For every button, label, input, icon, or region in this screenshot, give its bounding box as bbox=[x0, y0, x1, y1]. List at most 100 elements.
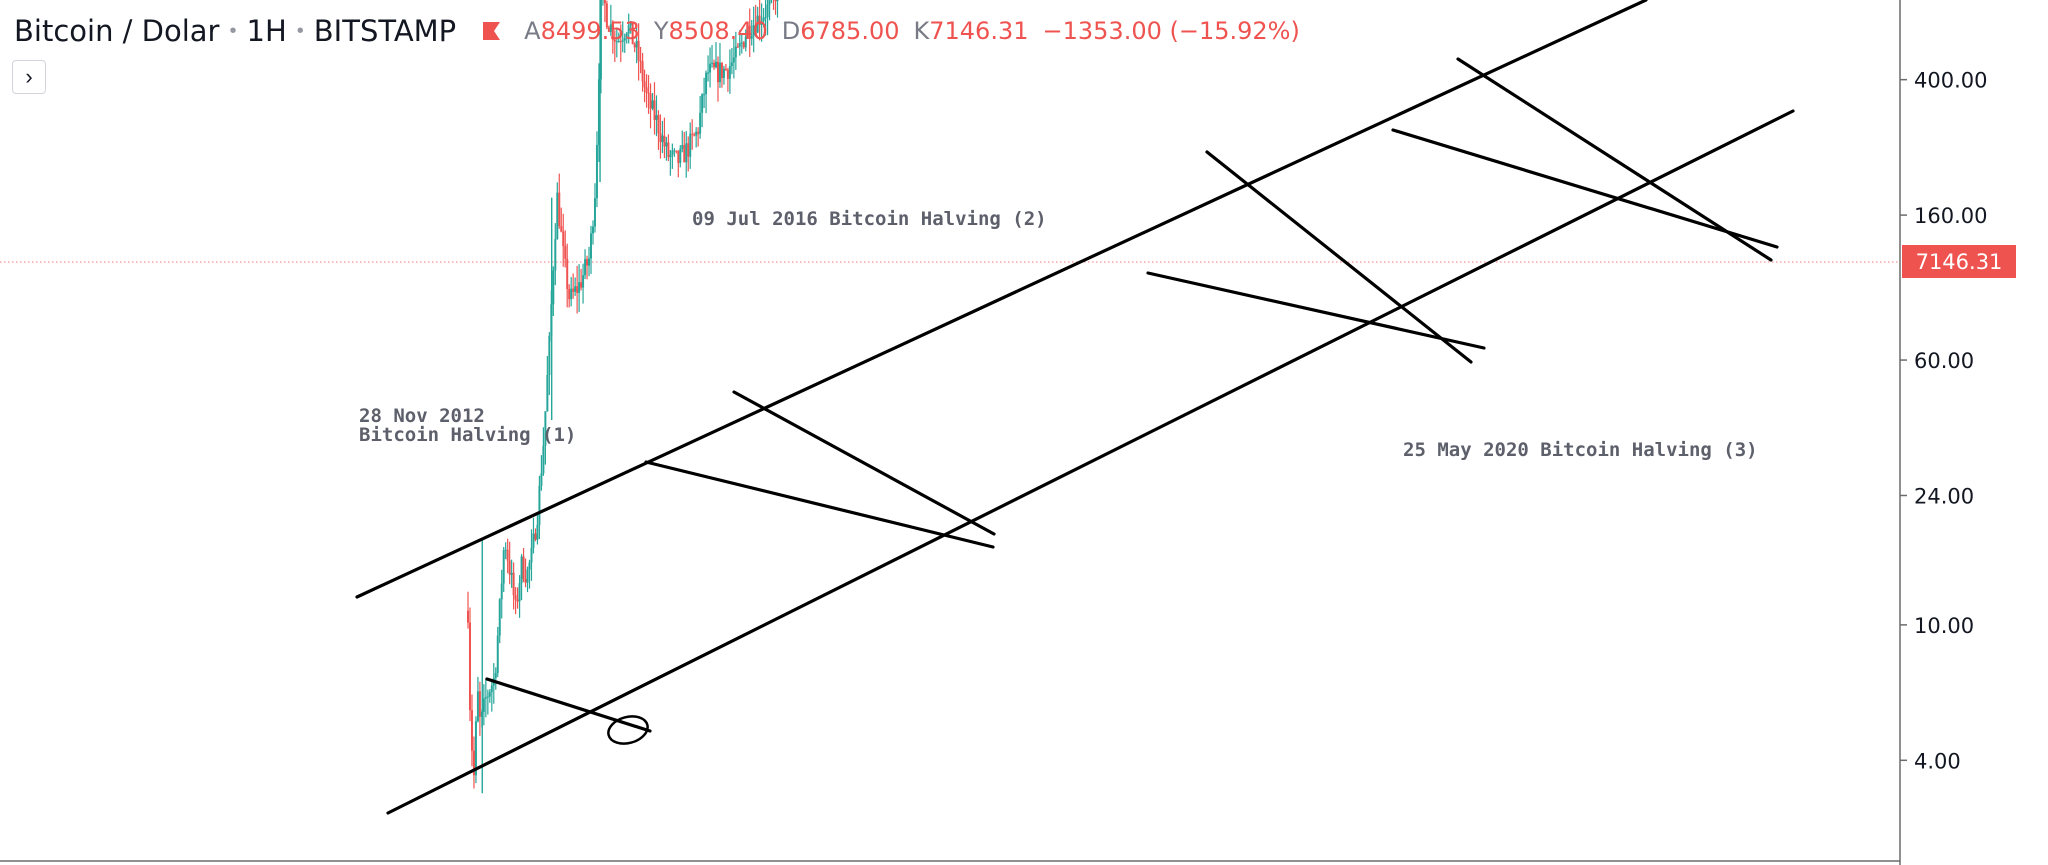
candle-body bbox=[711, 62, 714, 64]
candle-body bbox=[576, 286, 579, 293]
candle-body bbox=[514, 595, 517, 600]
candle-body bbox=[476, 691, 479, 722]
circle-drawing[interactable] bbox=[605, 712, 650, 747]
trendline[interactable] bbox=[1391, 128, 1779, 249]
trendline[interactable] bbox=[1456, 57, 1773, 262]
candle-body bbox=[615, 41, 618, 43]
candle-body bbox=[679, 148, 682, 163]
candle-body bbox=[516, 599, 519, 602]
price-tick-label: 4.00 bbox=[1914, 749, 1961, 773]
candle-body bbox=[502, 550, 505, 584]
interval-label[interactable]: 1H bbox=[246, 14, 287, 48]
candle-body bbox=[574, 286, 577, 292]
candle-body bbox=[744, 36, 747, 48]
halving-annotation: 28 Nov 2012 bbox=[359, 405, 485, 427]
candle-body bbox=[673, 150, 676, 152]
candle-body bbox=[699, 112, 702, 134]
candle-body bbox=[609, 24, 612, 32]
trendline[interactable] bbox=[386, 109, 1795, 815]
candle-body bbox=[705, 72, 708, 95]
candlestick-series bbox=[467, 0, 779, 794]
candle-body bbox=[623, 37, 626, 41]
candle-body bbox=[584, 259, 587, 276]
candle-body bbox=[633, 44, 636, 48]
candle-body bbox=[478, 691, 481, 717]
candle-body bbox=[484, 697, 487, 699]
candle-body bbox=[494, 673, 497, 679]
trendline[interactable] bbox=[485, 677, 652, 733]
candle-body bbox=[586, 259, 589, 266]
candle-body bbox=[536, 524, 539, 540]
price-axis[interactable]: 4.0010.0024.0060.00160.00400.001100.0025… bbox=[1900, 0, 2028, 773]
candle-body bbox=[613, 39, 616, 42]
candle-body bbox=[663, 135, 666, 147]
symbol-name[interactable]: Bitcoin / Dolar bbox=[14, 14, 220, 48]
candle-body bbox=[524, 579, 527, 583]
candle-body bbox=[653, 100, 656, 120]
candle-body bbox=[522, 556, 525, 580]
candle-body bbox=[570, 288, 573, 300]
candle-body bbox=[500, 583, 503, 600]
legend-toggle-button[interactable]: › bbox=[12, 60, 46, 94]
candle-body bbox=[728, 66, 731, 79]
candle-body bbox=[627, 25, 630, 34]
candle-body bbox=[661, 135, 664, 143]
candle-body bbox=[617, 41, 620, 43]
candle-body bbox=[603, 0, 606, 4]
trendline[interactable] bbox=[732, 390, 996, 536]
candle-body bbox=[715, 61, 717, 68]
candle-body bbox=[496, 635, 499, 674]
candle-body bbox=[512, 572, 515, 596]
candle-body bbox=[734, 46, 737, 58]
candle-body bbox=[659, 133, 662, 143]
halving-annotation: 09 Jul 2016 Bitcoin Halving (2) bbox=[692, 208, 1047, 230]
candle-body bbox=[635, 40, 638, 48]
candle-body bbox=[691, 133, 694, 135]
candle-body bbox=[530, 547, 533, 563]
chevron-right-icon: › bbox=[25, 64, 33, 89]
candle-body bbox=[643, 81, 646, 88]
exchange-label[interactable]: BITSTAMP bbox=[313, 14, 457, 48]
candle-body bbox=[526, 569, 529, 583]
candle-body bbox=[689, 133, 692, 157]
candle-body bbox=[510, 572, 513, 575]
candle-body bbox=[518, 583, 521, 602]
trendline[interactable] bbox=[644, 460, 995, 549]
candle-body bbox=[506, 549, 509, 561]
candle-body bbox=[707, 72, 710, 74]
candle-body bbox=[611, 24, 614, 40]
candle-body bbox=[538, 485, 541, 525]
trendline[interactable] bbox=[1205, 150, 1473, 364]
candle-body bbox=[488, 692, 491, 697]
candle-body bbox=[520, 556, 523, 584]
candle-body bbox=[768, 0, 771, 5]
candle-body bbox=[468, 622, 471, 711]
price-tick-label: 160.00 bbox=[1914, 204, 1987, 228]
candle-body bbox=[482, 698, 485, 712]
candle-body bbox=[540, 473, 543, 486]
price-tick-label: 10.00 bbox=[1914, 614, 1974, 638]
trendline-drawings bbox=[355, 0, 1795, 815]
candle-body bbox=[752, 25, 755, 36]
candle-body bbox=[713, 62, 716, 68]
candle-body bbox=[532, 533, 535, 548]
candle-body bbox=[738, 43, 741, 47]
ohlc-close: K7146.31 bbox=[913, 17, 1029, 45]
candle-body bbox=[720, 62, 723, 78]
price-tick-label: 400.00 bbox=[1914, 69, 1987, 93]
candle-body bbox=[548, 336, 551, 376]
trendline[interactable] bbox=[1146, 271, 1486, 350]
candle-body bbox=[566, 258, 569, 290]
candle-body bbox=[629, 22, 632, 26]
candle-body bbox=[657, 115, 660, 134]
candle-body bbox=[709, 63, 712, 73]
candle-body bbox=[504, 549, 507, 551]
candle-body bbox=[588, 258, 591, 266]
flag-icon[interactable] bbox=[480, 20, 502, 42]
candle-body bbox=[764, 17, 767, 19]
candle-body bbox=[762, 17, 765, 22]
trendline[interactable] bbox=[355, 0, 1648, 599]
candle-body bbox=[697, 131, 700, 134]
candle-body bbox=[649, 93, 652, 109]
